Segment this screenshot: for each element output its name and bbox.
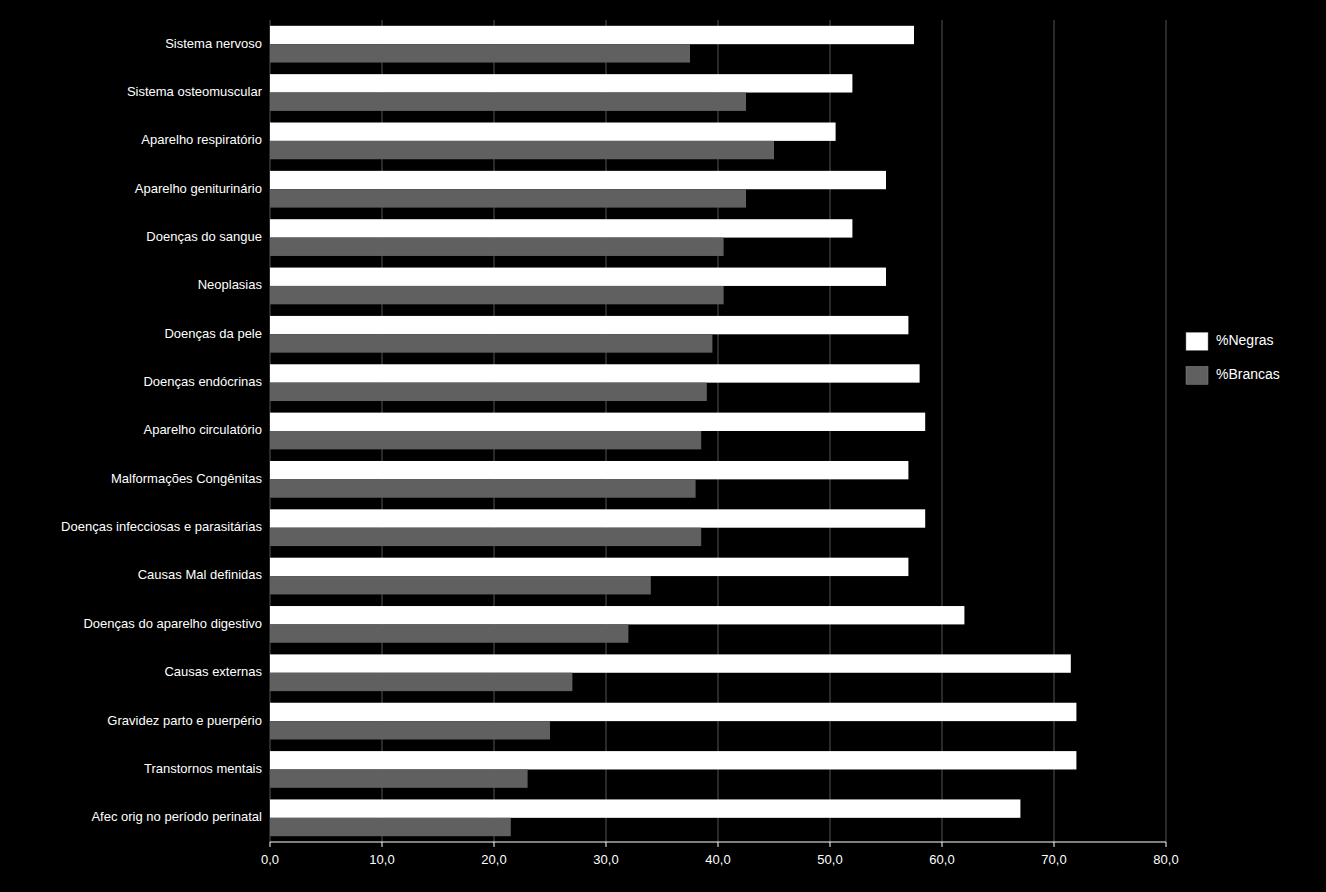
bar	[270, 286, 724, 304]
tick-mark	[606, 842, 607, 847]
legend-swatch	[1186, 332, 1208, 350]
category-label: Doenças endócrinas	[143, 374, 262, 389]
bar	[270, 238, 724, 256]
legend: %Negras %Brancas	[1186, 332, 1280, 384]
category-label: Sistema osteomuscular	[127, 84, 263, 99]
tick-label: 30,0	[593, 852, 618, 867]
bar	[270, 654, 1071, 672]
tick-mark	[1054, 842, 1055, 847]
legend-swatch	[1186, 366, 1208, 384]
category-label: Causas Mal definidas	[138, 567, 263, 582]
bar	[270, 558, 908, 576]
bar	[270, 703, 1076, 721]
legend-label: %Negras	[1216, 332, 1274, 348]
category-label: Causas externas	[164, 664, 262, 679]
bar	[270, 364, 920, 382]
bar	[270, 316, 908, 334]
bar	[270, 624, 628, 642]
bar	[270, 799, 1020, 817]
tick-mark	[718, 842, 719, 847]
tick-mark	[1166, 842, 1167, 847]
tick-label: 60,0	[929, 852, 954, 867]
bar	[270, 26, 914, 44]
bar	[270, 509, 925, 527]
bar	[270, 673, 572, 691]
bar	[270, 751, 1076, 769]
tick-label: 10,0	[369, 852, 394, 867]
category-label: Aparelho geniturinário	[135, 181, 262, 196]
tick-label: 20,0	[481, 852, 506, 867]
tick-mark	[270, 842, 271, 847]
category-label: Afec orig no período perinatal	[91, 809, 262, 824]
tick-mark	[382, 842, 383, 847]
bar	[270, 334, 712, 352]
tick-label: 70,0	[1041, 852, 1066, 867]
background	[0, 0, 1326, 892]
bar	[270, 189, 746, 207]
bar	[270, 479, 696, 497]
tick-mark	[830, 842, 831, 847]
bar	[270, 74, 852, 92]
bar	[270, 818, 511, 836]
category-label: Malformações Congênitas	[111, 471, 263, 486]
bar	[270, 528, 701, 546]
bar	[270, 431, 701, 449]
category-label: Gravidez parto e puerpério	[107, 713, 262, 728]
grid	[270, 20, 1166, 842]
bar	[270, 461, 908, 479]
category-label: Doenças infecciosas e parasitárias	[61, 519, 262, 534]
category-label: Sistema nervoso	[165, 36, 262, 51]
bar	[270, 171, 886, 189]
category-label: Doenças do sangue	[146, 229, 262, 244]
bar	[270, 721, 550, 739]
bar	[270, 606, 964, 624]
category-label: Transtornos mentais	[144, 761, 263, 776]
x-axis: 0,0 10,0 20,0 30,0 40,0 50,0 60,0 70,0 80,0	[261, 842, 1179, 867]
y-axis: Sistema nervoso Sistema osteomuscular Apar…	[61, 36, 263, 825]
bar	[270, 141, 774, 159]
category-label: Aparelho respiratório	[141, 132, 262, 147]
category-label: Neoplasias	[198, 277, 263, 292]
bar	[270, 93, 746, 111]
bar	[270, 219, 852, 237]
bar	[270, 413, 925, 431]
tick-label: 0,0	[261, 852, 279, 867]
bar	[270, 44, 690, 62]
bar	[270, 769, 528, 787]
chart-container: 0,0 10,0 20,0 30,0 40,0 50,0 60,0 70,0 80,0 Siste…	[0, 0, 1326, 892]
tick-label: 80,0	[1153, 852, 1178, 867]
bar	[270, 383, 707, 401]
chart-svg: 0,0 10,0 20,0 30,0 40,0 50,0 60,0 70,0 80,0 Siste…	[0, 0, 1326, 892]
tick-mark	[494, 842, 495, 847]
category-label: Aparelho circulatório	[143, 422, 262, 437]
category-label: Doenças do aparelho digestivo	[83, 616, 262, 631]
tick-label: 50,0	[817, 852, 842, 867]
bars	[270, 26, 1076, 836]
bar	[270, 268, 886, 286]
bar	[270, 123, 836, 141]
legend-label: %Brancas	[1216, 366, 1280, 382]
bar	[270, 576, 651, 594]
tick-mark	[942, 842, 943, 847]
tick-label: 40,0	[705, 852, 730, 867]
grid-line	[1166, 20, 1167, 842]
category-label: Doenças da pele	[164, 326, 262, 341]
